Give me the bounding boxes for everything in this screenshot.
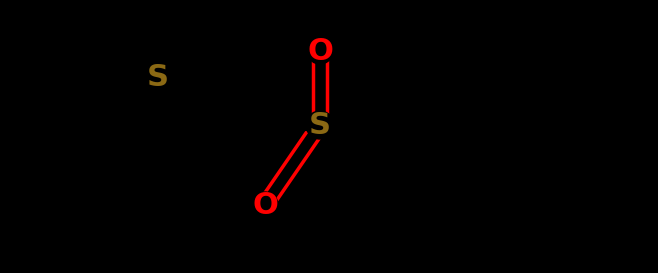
Text: O: O: [252, 191, 278, 219]
Circle shape: [307, 38, 333, 64]
Circle shape: [252, 192, 278, 218]
Text: O: O: [307, 37, 333, 66]
Circle shape: [145, 65, 171, 91]
Circle shape: [306, 111, 334, 139]
Text: S: S: [309, 111, 331, 140]
Text: S: S: [147, 64, 169, 93]
